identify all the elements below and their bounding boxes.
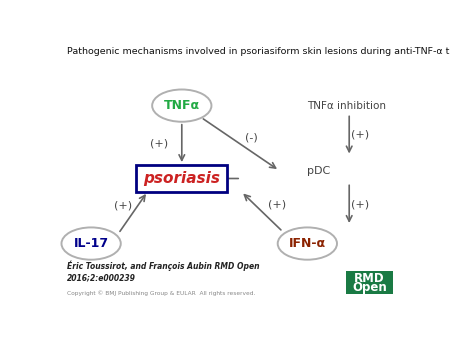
Text: 2016;2:e000239: 2016;2:e000239	[67, 273, 135, 282]
Text: (+): (+)	[268, 199, 286, 210]
Text: RMD: RMD	[354, 272, 385, 285]
Text: IL-17: IL-17	[73, 237, 109, 250]
Text: (-): (-)	[245, 132, 258, 142]
FancyBboxPatch shape	[136, 166, 227, 192]
Text: pDC: pDC	[307, 166, 331, 176]
Ellipse shape	[62, 227, 121, 260]
Text: IFN-α: IFN-α	[289, 237, 326, 250]
Text: Copyright © BMJ Publishing Group & EULAR  All rights reserved.: Copyright © BMJ Publishing Group & EULAR…	[67, 290, 255, 296]
Text: psoriasis: psoriasis	[143, 171, 220, 186]
Text: (+): (+)	[351, 199, 369, 209]
Ellipse shape	[278, 227, 337, 260]
Ellipse shape	[152, 90, 212, 122]
Text: (+): (+)	[194, 180, 212, 190]
Text: (+): (+)	[114, 201, 133, 211]
Text: TNFα inhibition: TNFα inhibition	[307, 101, 387, 111]
Text: TNFα: TNFα	[164, 99, 200, 112]
Text: Pathogenic mechanisms involved in psoriasiform skin lesions during anti-TNF-α th: Pathogenic mechanisms involved in psoria…	[67, 47, 450, 56]
Text: (+): (+)	[150, 138, 168, 148]
Text: Éric Toussirot, and François Aubin RMD Open: Éric Toussirot, and François Aubin RMD O…	[67, 260, 259, 271]
FancyBboxPatch shape	[346, 271, 393, 294]
Text: Open: Open	[352, 281, 387, 294]
Text: (+): (+)	[351, 130, 369, 140]
